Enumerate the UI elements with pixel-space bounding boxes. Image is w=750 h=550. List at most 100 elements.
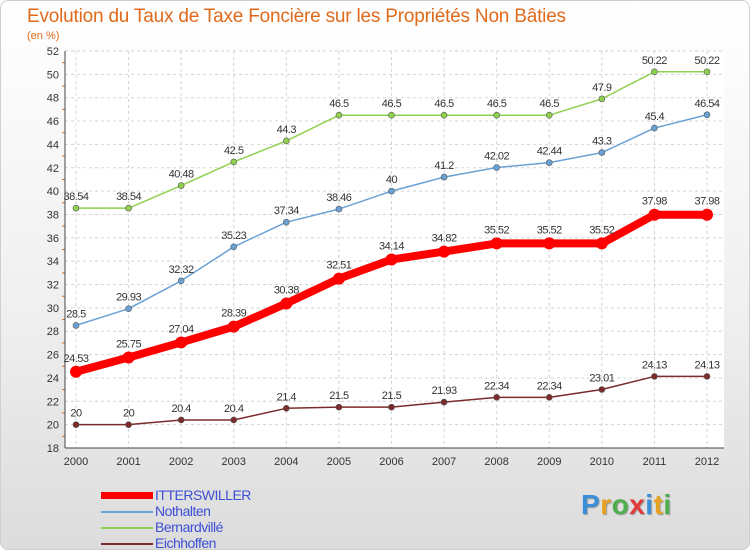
data-label-eichhoffen: 22.34 xyxy=(537,380,562,392)
data-label-eichhoffen: 20 xyxy=(123,408,135,420)
data-label-itterswiller: 30.38 xyxy=(274,284,299,296)
data-point-itterswiller xyxy=(280,297,293,310)
data-point-itterswiller xyxy=(175,336,188,349)
x-tick-label: 2012 xyxy=(695,456,719,468)
legend-swatch-bernardville xyxy=(101,527,153,529)
data-point-eichhoffen xyxy=(177,416,185,424)
logo-letter: i xyxy=(645,489,654,520)
y-tick-label: 36 xyxy=(47,233,59,245)
data-point-itterswiller xyxy=(595,237,608,250)
data-point-itterswiller xyxy=(385,253,398,266)
data-point-bernardville xyxy=(440,111,448,119)
x-tick-label: 2006 xyxy=(379,456,403,468)
y-tick-label: 46 xyxy=(47,116,59,128)
data-point-eichhoffen xyxy=(283,404,290,412)
data-label-nothalten: 41.2 xyxy=(434,160,454,172)
data-label-nothalten: 37.34 xyxy=(274,205,299,217)
legend-label-bernardville: Bernardvillé xyxy=(155,519,223,535)
y-tick-label: 32 xyxy=(47,280,59,292)
data-label-bernardville: 44.3 xyxy=(277,124,297,136)
y-tick-label: 52 xyxy=(47,46,59,58)
proxiti-logo: Proxiti xyxy=(581,489,672,521)
data-label-bernardville: 38.54 xyxy=(116,191,141,203)
data-point-bernardville xyxy=(230,158,238,166)
y-tick-label: 42 xyxy=(47,163,59,175)
x-tick-label: 2008 xyxy=(484,456,508,468)
data-label-bernardville: 46.5 xyxy=(487,98,507,110)
y-tick-label: 28 xyxy=(47,326,59,338)
data-point-eichhoffen xyxy=(125,421,132,428)
data-point-bernardville xyxy=(493,111,500,119)
legend-swatch-eichhoffen xyxy=(101,543,153,545)
data-label-itterswiller: 27.04 xyxy=(169,323,194,335)
data-label-bernardville: 46.5 xyxy=(329,98,349,110)
x-tick-label: 2000 xyxy=(64,456,88,468)
data-label-itterswiller: 35.52 xyxy=(484,224,509,236)
data-point-itterswiller xyxy=(543,237,556,250)
data-point-nothalten xyxy=(703,111,711,119)
data-point-nothalten xyxy=(335,205,343,213)
data-label-nothalten: 38.46 xyxy=(326,192,351,204)
data-point-nothalten xyxy=(283,218,290,226)
data-label-eichhoffen: 21.5 xyxy=(329,390,349,402)
data-point-itterswiller xyxy=(227,320,240,333)
data-label-itterswiller: 25.75 xyxy=(116,339,141,351)
x-tick-label: 2007 xyxy=(432,456,456,468)
data-point-eichhoffen xyxy=(651,373,658,380)
x-tick-label: 2009 xyxy=(537,456,561,468)
data-label-nothalten: 28.5 xyxy=(66,308,86,320)
data-label-itterswiller: 37.98 xyxy=(694,196,719,208)
data-point-eichhoffen xyxy=(440,398,448,406)
data-label-bernardville: 47.9 xyxy=(592,82,612,94)
data-point-bernardville xyxy=(177,182,185,189)
x-tick-label: 2002 xyxy=(169,456,193,468)
data-point-nothalten xyxy=(125,305,132,312)
data-label-bernardville: 46.5 xyxy=(434,98,454,110)
data-label-itterswiller: 35.52 xyxy=(589,224,614,236)
y-tick-label: 24 xyxy=(47,373,59,385)
data-label-bernardville: 50.22 xyxy=(642,55,667,67)
data-point-itterswiller xyxy=(490,237,503,250)
x-tick-label: 2011 xyxy=(643,456,667,468)
y-tick-label: 38 xyxy=(47,209,59,221)
data-point-bernardville xyxy=(388,111,395,119)
data-label-eichhoffen: 21.5 xyxy=(382,390,402,402)
x-tick-label: 2001 xyxy=(116,456,140,468)
data-label-itterswiller: 34.14 xyxy=(379,241,404,253)
data-point-bernardville xyxy=(651,68,658,76)
data-point-eichhoffen xyxy=(335,403,343,411)
x-tick-label: 2004 xyxy=(274,456,298,468)
data-label-eichhoffen: 23.01 xyxy=(589,373,614,385)
data-label-eichhoffen: 24.13 xyxy=(642,359,667,371)
data-point-itterswiller xyxy=(701,208,713,221)
y-tick-label: 26 xyxy=(47,350,59,362)
y-tick-label: 22 xyxy=(47,396,59,408)
data-point-nothalten xyxy=(545,159,553,166)
data-label-nothalten: 40 xyxy=(386,174,398,186)
data-point-bernardville xyxy=(283,137,290,145)
plot-area xyxy=(65,51,724,448)
data-label-nothalten: 32.32 xyxy=(169,264,194,276)
y-axis-unit-label: (en %) xyxy=(27,30,60,42)
y-tick-label: 50 xyxy=(47,69,59,81)
data-point-eichhoffen xyxy=(545,394,553,401)
data-point-eichhoffen xyxy=(493,394,500,401)
data-label-eichhoffen: 21.4 xyxy=(277,391,297,403)
data-label-nothalten: 46.54 xyxy=(694,98,719,110)
logo-letter: P xyxy=(581,489,601,520)
data-label-bernardville: 40.48 xyxy=(169,169,194,181)
data-point-eichhoffen xyxy=(598,386,606,393)
legend-swatch-nothalten xyxy=(101,511,153,513)
data-point-nothalten xyxy=(177,277,185,285)
logo-letter: i xyxy=(663,489,672,520)
y-tick-label: 18 xyxy=(47,443,59,455)
data-label-bernardville: 42.5 xyxy=(224,145,244,157)
data-point-bernardville xyxy=(545,111,553,119)
data-point-nothalten xyxy=(388,187,395,195)
data-label-eichhoffen: 20.4 xyxy=(171,403,191,415)
y-tick-label: 30 xyxy=(47,303,59,315)
data-label-eichhoffen: 20.4 xyxy=(224,403,244,415)
y-tick-label: 40 xyxy=(47,186,59,198)
